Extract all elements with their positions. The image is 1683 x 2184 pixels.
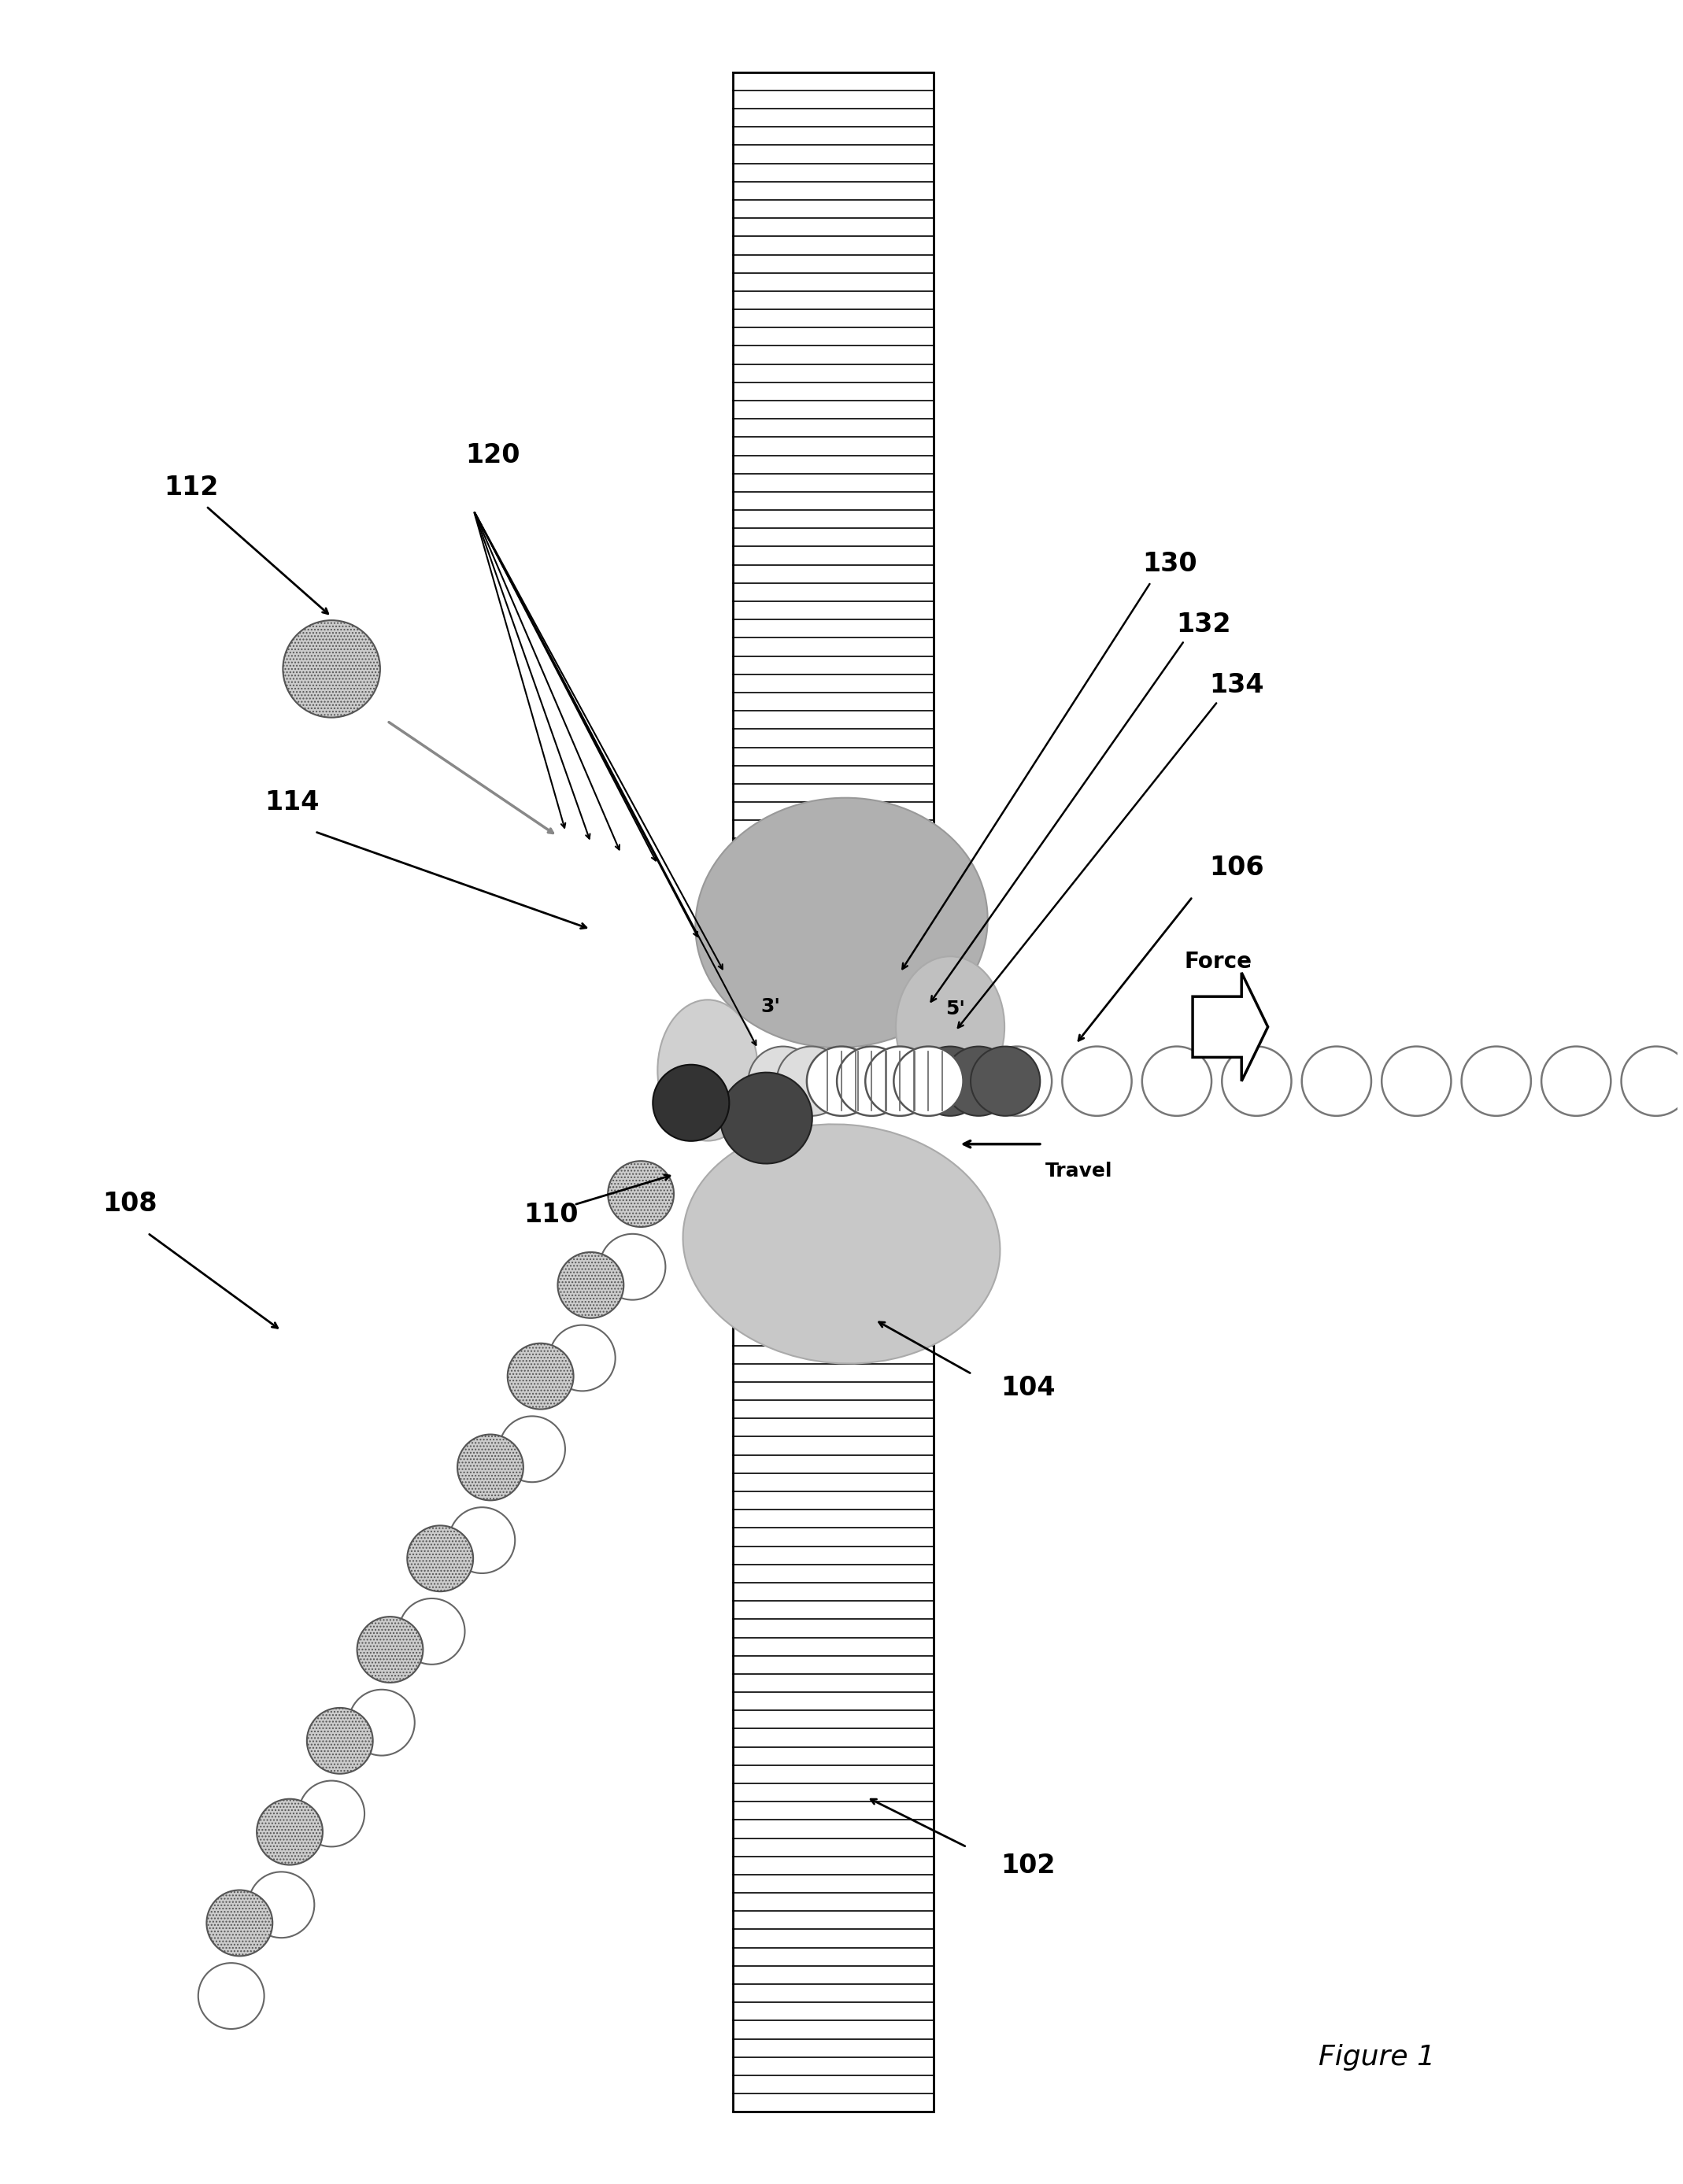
Circle shape	[199, 1963, 264, 2029]
Text: 134: 134	[1210, 673, 1264, 699]
Ellipse shape	[720, 1072, 813, 1164]
Text: 104: 104	[1000, 1376, 1055, 1402]
Ellipse shape	[683, 1125, 1000, 1363]
Ellipse shape	[895, 957, 1005, 1096]
Circle shape	[508, 1343, 574, 1409]
Circle shape	[1382, 1046, 1451, 1116]
Text: 5': 5'	[946, 1000, 964, 1018]
Circle shape	[500, 1415, 565, 1483]
Circle shape	[283, 620, 380, 719]
Text: 3': 3'	[761, 998, 781, 1016]
Polygon shape	[1193, 972, 1267, 1081]
Circle shape	[348, 1690, 414, 1756]
Circle shape	[449, 1507, 515, 1572]
Bar	[732, 72, 934, 876]
Circle shape	[249, 1872, 315, 1937]
Circle shape	[983, 1046, 1052, 1116]
Text: 130: 130	[1143, 550, 1197, 577]
Bar	[732, 1308, 934, 2112]
Text: Travel: Travel	[1045, 1162, 1112, 1179]
Text: 132: 132	[1176, 612, 1230, 638]
Text: 102: 102	[1000, 1852, 1055, 1878]
Circle shape	[399, 1599, 465, 1664]
Circle shape	[1222, 1046, 1291, 1116]
Circle shape	[357, 1616, 422, 1682]
Circle shape	[806, 1046, 877, 1116]
Text: 108: 108	[103, 1190, 157, 1216]
Circle shape	[257, 1800, 323, 1865]
Text: 110: 110	[523, 1201, 579, 1227]
Ellipse shape	[695, 797, 988, 1048]
Circle shape	[776, 1046, 847, 1116]
Circle shape	[1303, 1046, 1372, 1116]
Circle shape	[836, 1046, 907, 1116]
Circle shape	[298, 1780, 365, 1848]
Circle shape	[407, 1527, 473, 1592]
Circle shape	[1062, 1046, 1131, 1116]
Circle shape	[1461, 1046, 1532, 1116]
Text: 106: 106	[1210, 854, 1264, 880]
Circle shape	[894, 1046, 963, 1116]
Circle shape	[549, 1326, 616, 1391]
Circle shape	[557, 1251, 624, 1319]
Circle shape	[916, 1046, 985, 1116]
Text: 114: 114	[264, 788, 320, 815]
Circle shape	[599, 1234, 665, 1299]
Circle shape	[749, 1046, 818, 1116]
Circle shape	[971, 1046, 1040, 1116]
Text: 112: 112	[165, 474, 219, 500]
Text: Force: Force	[1185, 950, 1252, 972]
Circle shape	[306, 1708, 374, 1773]
Circle shape	[608, 1162, 673, 1227]
Circle shape	[207, 1889, 273, 1957]
Text: 120: 120	[465, 443, 520, 467]
Circle shape	[1542, 1046, 1611, 1116]
Circle shape	[458, 1435, 523, 1500]
Circle shape	[865, 1046, 934, 1116]
Circle shape	[1143, 1046, 1212, 1116]
Circle shape	[944, 1046, 1013, 1116]
Circle shape	[1621, 1046, 1683, 1116]
Ellipse shape	[658, 1000, 757, 1140]
Text: Figure 1: Figure 1	[1318, 2044, 1436, 2070]
Circle shape	[653, 1064, 729, 1140]
